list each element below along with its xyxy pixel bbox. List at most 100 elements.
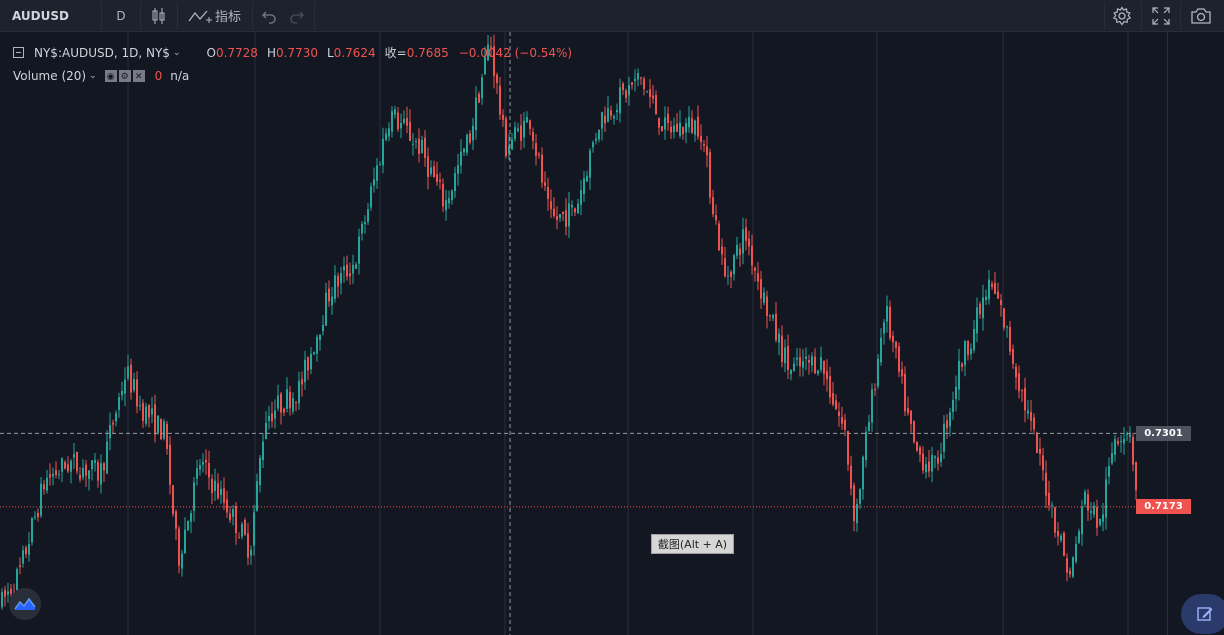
candle-body <box>418 138 420 154</box>
series-title[interactable]: NY$:AUDUSD, 1D, NY$ <box>34 45 170 60</box>
candle-body <box>115 413 117 422</box>
candle-body <box>367 209 369 222</box>
candle-body <box>178 528 180 566</box>
candle-body <box>1093 505 1095 515</box>
candle-body <box>340 273 342 284</box>
candle-body <box>457 165 459 174</box>
candle-body <box>544 182 546 186</box>
candle-body <box>64 462 66 469</box>
candle-body <box>883 322 885 334</box>
settings-button[interactable] <box>1106 0 1138 31</box>
candle-body <box>550 201 552 210</box>
candle-body <box>184 529 186 554</box>
candle-body <box>1114 439 1116 455</box>
camera-icon <box>1191 7 1211 24</box>
candle-body <box>889 306 891 338</box>
candle-body <box>298 380 300 404</box>
candle-body <box>739 248 741 255</box>
candle-body <box>676 123 678 132</box>
redo-button[interactable] <box>283 0 311 31</box>
candle-body <box>364 221 366 225</box>
gear-icon[interactable]: ⚙ <box>118 70 131 82</box>
candle-body <box>358 236 360 264</box>
candle-body <box>490 46 492 48</box>
undo-button[interactable] <box>255 0 283 31</box>
candle-body <box>790 369 792 375</box>
candle-body <box>484 56 486 75</box>
tradingview-logo-icon <box>14 597 36 610</box>
candle-body <box>847 431 849 465</box>
candle-body <box>181 553 183 569</box>
candle-body <box>520 125 522 141</box>
candle-body <box>652 95 654 99</box>
candle-body <box>289 391 291 409</box>
indicators-label: 指标 <box>214 10 241 25</box>
collapse-legend-icon[interactable] <box>13 47 24 58</box>
candle-body <box>985 296 987 301</box>
candle-body <box>712 197 714 215</box>
snapshot-button[interactable] <box>1183 0 1219 31</box>
candle-body <box>799 356 801 367</box>
toolbar-divider <box>1141 2 1142 30</box>
interval-button[interactable]: D <box>116 8 126 23</box>
candle-body <box>73 454 75 458</box>
chart-area[interactable] <box>0 32 1224 635</box>
candle-body <box>1012 349 1014 364</box>
candle-body <box>103 463 105 471</box>
candle-body <box>244 520 246 535</box>
close-icon[interactable]: ✕ <box>132 70 145 82</box>
chevron-down-icon[interactable]: ⌄ <box>172 47 181 58</box>
candle-body <box>235 506 237 534</box>
candle-body <box>931 454 933 472</box>
edit-icon <box>1197 607 1213 621</box>
toolbar-divider <box>101 2 102 30</box>
candle-body <box>292 398 294 412</box>
candle-body <box>682 127 684 135</box>
candle-body <box>835 400 837 410</box>
candle-body <box>1006 326 1008 328</box>
fullscreen-icon <box>1152 6 1170 25</box>
candle-body <box>370 186 372 208</box>
candle-body <box>1072 557 1074 577</box>
chart-type-button[interactable] <box>141 0 177 31</box>
candle-body <box>913 420 915 443</box>
candle-body <box>571 204 573 208</box>
candle-body <box>88 470 90 479</box>
candle-body <box>892 335 894 343</box>
candle-body <box>121 390 123 396</box>
symbol-button[interactable]: AUDUSD <box>12 8 69 23</box>
candle-body <box>1120 441 1122 443</box>
change-value: −0.0042 (−0.54%) <box>458 45 573 60</box>
candle-body <box>1123 439 1125 444</box>
candle-body <box>991 283 993 287</box>
candle-body <box>169 444 171 485</box>
indicators-button[interactable]: 指标 <box>180 0 248 31</box>
candle-body <box>982 297 984 319</box>
candle-body <box>133 378 135 391</box>
volume-title[interactable]: Volume (20) <box>13 69 87 83</box>
edit-button[interactable] <box>1181 594 1224 634</box>
candle-body <box>937 457 939 464</box>
candle-body <box>874 389 876 391</box>
candle-body <box>325 292 327 326</box>
candle-body <box>727 275 729 277</box>
candle-body <box>448 198 450 204</box>
candle-body <box>976 307 978 334</box>
candle-body <box>952 399 954 413</box>
candlestick-chart[interactable] <box>0 32 1224 635</box>
candle-body <box>1057 530 1059 537</box>
candle-body <box>349 273 351 277</box>
candle-body <box>934 456 936 459</box>
candles-icon <box>152 7 165 24</box>
toolbar-divider <box>140 2 141 30</box>
candle-body <box>547 187 549 199</box>
eye-icon[interactable]: ◉ <box>104 70 117 82</box>
candle-body <box>460 151 462 166</box>
chevron-down-icon[interactable]: ⌄ <box>89 71 97 81</box>
open-label: O <box>206 45 216 60</box>
tradingview-logo[interactable] <box>9 588 41 620</box>
fullscreen-button[interactable] <box>1144 0 1178 31</box>
candle-body <box>67 464 69 472</box>
main-series-legend: NY$:AUDUSD, 1D, NY$ ⌄ O 0.7728 H 0.7730 … <box>13 44 572 61</box>
toolbar-divider <box>314 2 315 30</box>
